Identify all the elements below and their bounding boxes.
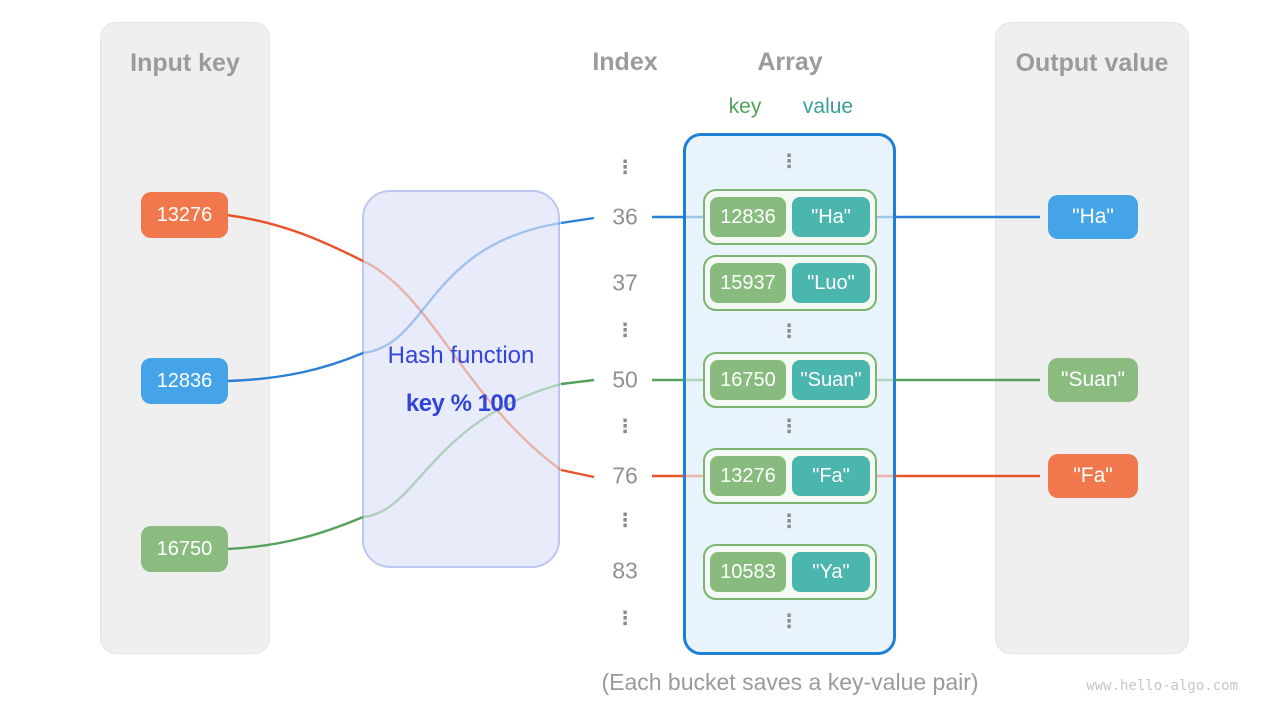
array-ellipsis: ⋮ <box>779 611 799 633</box>
bucket-key: 15937 <box>710 263 786 303</box>
bucket-key: 10583 <box>710 552 786 592</box>
bucket-row: 12836 "Ha" <box>703 189 877 245</box>
output-value-suan: "Suan" <box>1048 358 1138 402</box>
input-key-12836: 12836 <box>141 358 228 404</box>
value-label: value <box>802 95 854 118</box>
output-value-ha: "Ha" <box>1048 195 1138 239</box>
bucket-value: "Luo" <box>792 263 870 303</box>
array-column-header: Array <box>757 48 823 76</box>
bucket-value: "Ha" <box>792 197 870 237</box>
diagram-caption: (Each bucket saves a key-value pair) <box>601 669 979 695</box>
bucket-value: "Ya" <box>792 552 870 592</box>
index-76: 76 <box>612 462 638 489</box>
index-ellipsis: ⋮ <box>615 416 635 438</box>
index-36: 36 <box>612 203 638 230</box>
watermark: www.hello-algo.com <box>1086 678 1238 694</box>
key-label: key <box>728 95 762 118</box>
index-ellipsis: ⋮ <box>615 320 635 342</box>
index-ellipsis: ⋮ <box>615 510 635 532</box>
index-83: 83 <box>612 557 638 584</box>
bucket-row: 10583 "Ya" <box>703 544 877 600</box>
array-ellipsis: ⋮ <box>779 321 799 343</box>
array-ellipsis: ⋮ <box>779 151 799 173</box>
hash-function-box <box>362 190 560 568</box>
hash-function-formula: key % 100 <box>405 390 517 417</box>
output-value-title: Output value <box>1015 49 1169 77</box>
index-ellipsis: ⋮ <box>615 608 635 630</box>
output-value-fa: "Fa" <box>1048 454 1138 498</box>
bucket-key: 12836 <box>710 197 786 237</box>
array-ellipsis: ⋮ <box>779 416 799 438</box>
bucket-key: 13276 <box>710 456 786 496</box>
input-key-16750: 16750 <box>141 526 228 572</box>
index-37: 37 <box>612 269 638 296</box>
index-column-header: Index <box>592 48 658 76</box>
input-key-13276: 13276 <box>141 192 228 238</box>
bucket-key: 16750 <box>710 360 786 400</box>
input-key-title: Input key <box>130 49 240 77</box>
bucket-row: 13276 "Fa" <box>703 448 877 504</box>
bucket-row: 15937 "Luo" <box>703 255 877 311</box>
bucket-row: 16750 "Suan" <box>703 352 877 408</box>
hash-function-label: Hash function <box>387 342 535 369</box>
bucket-value: "Suan" <box>792 360 870 400</box>
array-ellipsis: ⋮ <box>779 511 799 533</box>
output-value-panel: Output value <box>995 22 1189 654</box>
bucket-value: "Fa" <box>792 456 870 496</box>
index-50: 50 <box>612 366 638 393</box>
index-ellipsis: ⋮ <box>615 157 635 179</box>
